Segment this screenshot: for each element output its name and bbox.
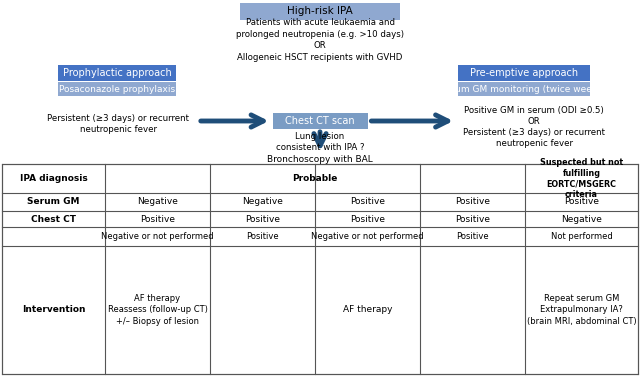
Text: Patients with acute leukaemia and
prolonged neutropenia (e.g. >10 days)
OR
Allog: Patients with acute leukaemia and prolon… (236, 18, 404, 62)
Text: Chest CT scan: Chest CT scan (285, 116, 355, 126)
Text: Posaconazole prophylaxis: Posaconazole prophylaxis (59, 85, 175, 94)
Text: Repeat serum GM
Extrapulmonary IA?
(brain MRI, abdominal CT): Repeat serum GM Extrapulmonary IA? (brai… (527, 294, 636, 326)
Text: Lung lesion
consistent with IPA ?: Lung lesion consistent with IPA ? (276, 132, 364, 152)
Text: Not performed: Not performed (550, 232, 612, 241)
Text: Negative or not performed: Negative or not performed (311, 232, 424, 241)
Text: Persistent (≥3 days) or recurrent
neutropenic fever: Persistent (≥3 days) or recurrent neutro… (47, 114, 189, 134)
Text: AF therapy
Reassess (follow-up CT)
+/– Biopsy of lesion: AF therapy Reassess (follow-up CT) +/– B… (108, 294, 207, 326)
Text: Bronchoscopy with BAL: Bronchoscopy with BAL (267, 155, 373, 164)
Text: Pre-emptive approach: Pre-emptive approach (470, 68, 578, 78)
Text: Positive: Positive (564, 197, 599, 206)
Text: Positive: Positive (245, 214, 280, 223)
Text: High-risk IPA: High-risk IPA (287, 6, 353, 17)
FancyBboxPatch shape (240, 3, 400, 20)
FancyBboxPatch shape (58, 82, 176, 96)
Text: Positive: Positive (455, 214, 490, 223)
Text: Suspected but not
fulfilling
EORTC/MSGERC
criteria: Suspected but not fulfilling EORTC/MSGER… (540, 158, 623, 199)
Text: Negative: Negative (137, 197, 178, 206)
Text: Positive GM in serum (ODI ≥0.5)
OR
Persistent (≥3 days) or recurrent
neutropenic: Positive GM in serum (ODI ≥0.5) OR Persi… (463, 106, 605, 148)
Text: Negative: Negative (561, 214, 602, 223)
Text: Probable: Probable (292, 174, 338, 183)
Text: Prophylactic approach: Prophylactic approach (63, 68, 172, 78)
Text: Positive: Positive (140, 214, 175, 223)
Text: Positive: Positive (350, 197, 385, 206)
Text: Positive: Positive (350, 214, 385, 223)
Text: Positive: Positive (455, 197, 490, 206)
Text: AF therapy: AF therapy (343, 305, 392, 314)
Text: IPA diagnosis: IPA diagnosis (20, 174, 88, 183)
FancyBboxPatch shape (458, 82, 590, 96)
Text: Intervention: Intervention (22, 305, 85, 314)
FancyBboxPatch shape (273, 113, 367, 129)
Text: Serum GM monitoring (twice weekly): Serum GM monitoring (twice weekly) (440, 85, 608, 94)
Text: Positive: Positive (456, 232, 489, 241)
Text: Chest CT: Chest CT (31, 214, 76, 223)
FancyBboxPatch shape (2, 164, 638, 374)
Text: Positive: Positive (246, 232, 279, 241)
FancyBboxPatch shape (58, 65, 176, 81)
Text: Negative: Negative (242, 197, 283, 206)
FancyBboxPatch shape (458, 65, 590, 81)
Text: Negative or not performed: Negative or not performed (101, 232, 214, 241)
Text: Serum GM: Serum GM (28, 197, 80, 206)
